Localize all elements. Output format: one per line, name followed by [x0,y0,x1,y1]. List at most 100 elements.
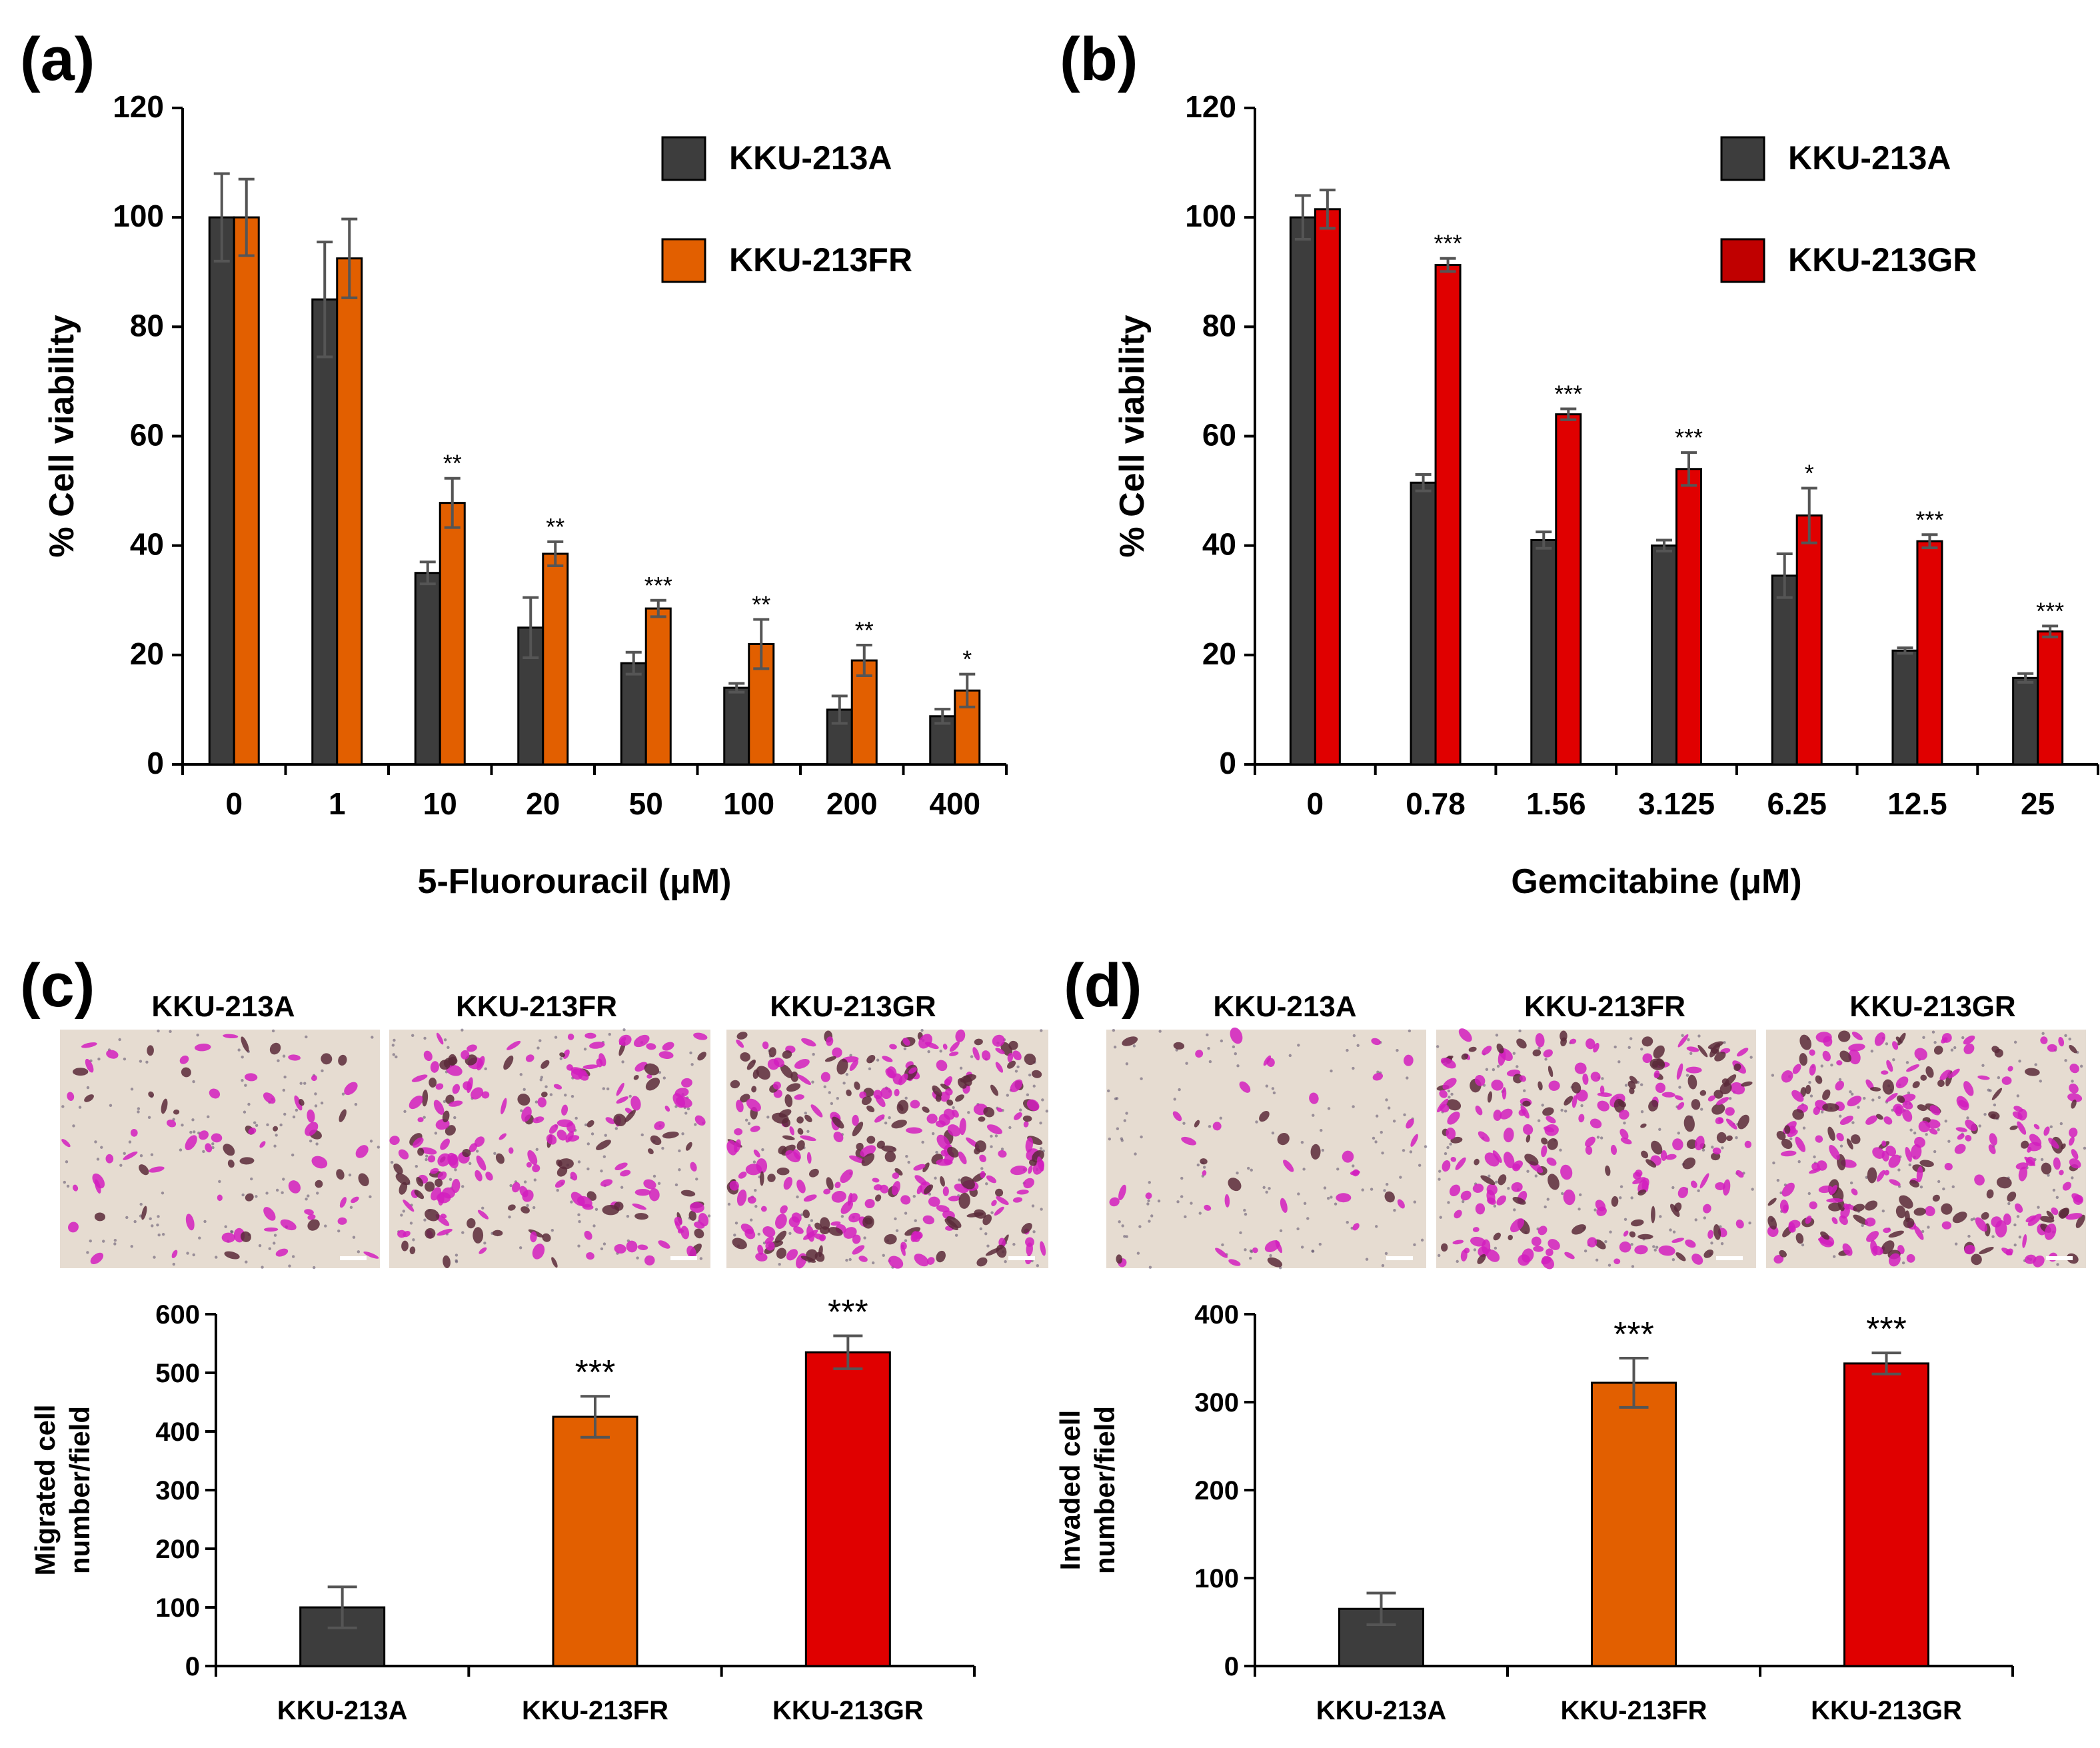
membrane-pore [1623,1122,1626,1125]
membrane-pore [288,1264,291,1268]
stained-cell [1690,1180,1697,1188]
stained-cell [417,1117,424,1123]
membrane-pore [291,1153,295,1157]
membrane-pore [434,1132,438,1135]
stained-cell [1533,1246,1544,1252]
y-tick-label: 40 [130,527,164,562]
membrane-pore [1921,1230,1925,1234]
stained-cell [1905,1146,1912,1162]
stained-cell [992,1034,1005,1047]
membrane-pore [1296,1227,1300,1231]
stained-cell [1686,1139,1697,1150]
y-tick-label: 0 [147,746,164,780]
stained-cell [2033,1255,2045,1268]
stained-cell [61,1139,71,1148]
membrane-pore [1269,1254,1272,1258]
membrane-pore [1140,1135,1143,1139]
stained-cell [1594,1239,1606,1250]
stained-cell [473,1227,484,1244]
micrograph-c3 [726,1028,1049,1269]
stained-cell [942,1044,948,1050]
stained-cell [1792,1064,1801,1074]
membrane-pore [1125,1112,1128,1115]
stained-cell [437,1228,453,1236]
membrane-pore [1516,1065,1519,1068]
stained-cell [435,1178,443,1188]
stained-cell [1929,1105,1941,1116]
membrane-pore [86,1086,90,1090]
stained-cell [397,1230,407,1238]
stained-cell [339,1109,347,1122]
stained-cell [445,1094,455,1104]
stained-cell [1954,1144,1966,1154]
stained-cell [1548,1066,1554,1078]
membrane-pore [1250,1168,1253,1172]
x-tick-label: 0 [225,786,243,821]
membrane-pore [1850,1092,1854,1096]
stained-cell [436,1032,444,1045]
membrane-pore [1330,1069,1333,1073]
stained-cell [894,1088,900,1097]
stained-cell [1941,1203,1953,1215]
membrane-pore [533,1178,537,1182]
membrane-pore [935,1150,938,1154]
membrane-pore [1849,1181,1853,1185]
membrane-pore [411,1034,415,1038]
stained-cell [161,1098,168,1114]
stained-cell [898,1104,904,1111]
membrane-pore [1640,1048,1643,1051]
stained-cell [1024,1053,1036,1066]
stained-cell [1570,1038,1577,1044]
stained-cell [521,1106,532,1122]
stained-cell [995,1048,1005,1054]
membrane-pore [1182,1122,1186,1125]
stained-cell [1952,1212,1967,1224]
stained-cell [1452,1240,1464,1245]
stained-cell [1496,1043,1504,1054]
stained-cell [1442,1078,1457,1090]
stained-cell [913,1164,926,1171]
stained-cell [664,1106,670,1112]
membrane-pore [1006,1094,1009,1097]
stained-cell [974,1140,986,1153]
membrane-pore [1947,1140,1951,1143]
stained-cell [1677,1102,1685,1110]
stained-cell [892,1172,900,1180]
stained-cell [1823,1036,1833,1047]
membrane-pore [1396,1048,1399,1052]
membrane-pore [1697,1034,1701,1038]
membrane-pore [840,1215,844,1218]
stained-cell [1518,1254,1530,1266]
stained-cell [726,1140,738,1156]
membrane-pore [554,1036,558,1039]
membrane-pore [1112,1028,1116,1032]
stained-cell [1881,1070,1889,1075]
membrane-pore [1609,1230,1612,1234]
stained-cell [1498,1174,1507,1186]
membrane-pore [806,1130,810,1133]
stained-cell [81,1042,97,1048]
stained-cell [570,1067,587,1076]
stained-cell [1619,1110,1629,1120]
membrane-pore [255,1124,259,1128]
stained-cell [1939,1070,1951,1081]
membrane-pore [1012,1243,1016,1246]
stained-cell [1181,1136,1197,1146]
stained-cell [1109,1197,1120,1207]
membrane-pore [1116,1127,1120,1130]
stained-cell [1892,1041,1899,1050]
membrane-pore [1544,1058,1548,1061]
stained-cell [806,1152,812,1164]
membrane-pore [534,1100,538,1104]
stained-cell [1500,1108,1513,1120]
membrane-pore [990,1145,993,1148]
membrane-pore [662,1076,666,1080]
stained-cell [1791,1090,1804,1102]
membrane-pore [695,1178,698,1181]
stained-cell [914,1254,929,1267]
stained-cell [810,1104,823,1118]
membrane-pore [100,1146,103,1149]
membrane-pore [583,1048,587,1051]
stained-cell [227,1160,235,1168]
